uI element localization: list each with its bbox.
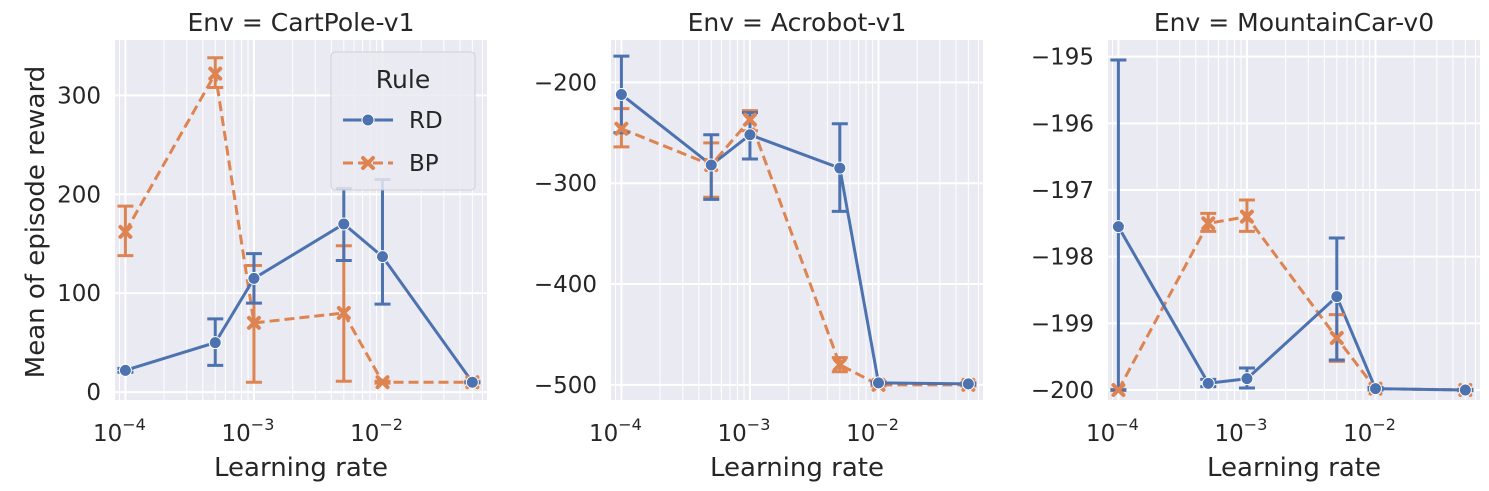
x-tick-label: 10−3 — [718, 415, 771, 447]
data-point-rd — [704, 158, 718, 172]
data-point-bp — [118, 224, 133, 239]
x-tick-label: 10−3 — [222, 415, 275, 447]
x-tick-exponent: −3 — [251, 415, 275, 434]
data-point-rd — [247, 271, 261, 285]
y-tick-label: −195 — [1031, 45, 1094, 71]
series-line-bp — [620, 116, 969, 387]
legend-marker-bp — [361, 156, 375, 170]
data-point-rd — [1330, 290, 1344, 304]
data-point-bp — [742, 112, 757, 127]
data-point-bp — [614, 121, 629, 136]
y-axis-label: Mean of episode reward — [21, 66, 51, 378]
data-point-rd — [872, 376, 886, 390]
x-tick-label: 10−2 — [350, 415, 403, 447]
x-axis-label: Learning rate — [214, 453, 388, 483]
plot-area — [611, 40, 983, 400]
x-tick-label: 10−2 — [846, 415, 899, 447]
x-tick-label: 10−4 — [93, 415, 146, 447]
y-tick-label: −300 — [534, 171, 597, 197]
x-tick-label: 10−2 — [1343, 415, 1396, 447]
y-tick-label: −197 — [1031, 178, 1094, 204]
y-tick-label: −198 — [1031, 245, 1094, 271]
data-point-bp — [208, 66, 223, 81]
data-point-bp — [336, 305, 351, 320]
legend-title: Rule — [376, 65, 430, 94]
x-tick-label: 10−4 — [589, 415, 642, 447]
data-point-rd — [1458, 383, 1472, 397]
data-point-bp — [1201, 216, 1216, 231]
x-tick-exponent: −2 — [875, 415, 899, 434]
data-point-rd — [376, 250, 390, 264]
data-point-rd — [1111, 220, 1125, 234]
legend-label-bp: BP — [409, 151, 439, 177]
data-point-bp — [832, 357, 847, 372]
data-point-rd — [465, 375, 479, 389]
plot-area — [1108, 40, 1480, 400]
data-point-rd — [833, 161, 847, 175]
x-tick-exponent: −3 — [747, 415, 771, 434]
legend: Rule RD BP — [330, 51, 476, 191]
y-tick-label: −200 — [534, 70, 597, 96]
y-tick-label: 200 — [57, 182, 101, 208]
x-tick-exponent: −2 — [379, 415, 403, 434]
data-point-rd — [961, 377, 975, 391]
x-tick-label: 10−3 — [1215, 415, 1268, 447]
data-point-bp — [1239, 209, 1254, 224]
data-point-bp — [375, 375, 390, 390]
y-tick-label: 100 — [57, 281, 101, 307]
chart-panels: 10−4 10−3 10−2 0 100 200 300 Env = CartPole-v1 L… — [57, 8, 1480, 483]
x-tick-label: 10−4 — [1086, 415, 1139, 447]
legend-box — [330, 51, 476, 191]
x-tick-exponent: −3 — [1244, 415, 1268, 434]
y-tick-label: −199 — [1031, 311, 1094, 337]
series-line-rd — [124, 222, 474, 384]
chart-panel-1: 10−4 10−3 10−2 −500 −400 −300 −200 Env = Acrobo… — [534, 8, 983, 483]
x-tick-exponent: −4 — [1115, 415, 1139, 434]
series-line-rd — [620, 93, 969, 386]
data-point-rd — [743, 128, 757, 142]
data-point-rd — [614, 87, 628, 101]
panel-title: Env = CartPole-v1 — [188, 8, 415, 37]
y-tick-label: 300 — [57, 83, 101, 109]
y-tick-label: −500 — [534, 373, 597, 399]
data-point-rd — [1201, 376, 1215, 390]
y-tick-label: −196 — [1031, 111, 1094, 137]
y-tick-label: −400 — [534, 272, 597, 298]
series-line-rd — [1117, 225, 1466, 392]
x-tick-exponent: −4 — [122, 415, 146, 434]
panel-title: Env = Acrobot-v1 — [688, 8, 907, 37]
chart-panel-0: 10−4 10−3 10−2 0 100 200 300 Env = CartPole-v1 L… — [57, 8, 487, 483]
data-point-rd — [118, 363, 132, 377]
x-tick-exponent: −4 — [618, 415, 642, 434]
data-point-bp — [1111, 383, 1126, 397]
x-tick-exponent: −2 — [1372, 415, 1396, 434]
chart-panel-2: 10−4 10−3 10−2 −200 −199 −198 −197 −196 −195 Env … — [1031, 8, 1480, 483]
legend-label-rd: RD — [409, 108, 443, 134]
panel-title: Env = MountainCar-v0 — [1154, 8, 1434, 37]
data-point-bp — [1329, 331, 1344, 345]
y-tick-label: −200 — [1031, 378, 1094, 404]
data-point-rd — [1369, 382, 1383, 396]
data-point-bp — [246, 315, 261, 330]
x-axis-label: Learning rate — [710, 453, 884, 483]
data-point-rd — [337, 217, 351, 231]
y-tick-label: 0 — [86, 380, 101, 406]
legend-marker-rd — [361, 113, 375, 127]
x-axis-label: Learning rate — [1207, 453, 1381, 483]
data-point-rd — [1240, 372, 1254, 386]
series-line-bp — [124, 69, 473, 384]
data-point-rd — [208, 336, 222, 350]
